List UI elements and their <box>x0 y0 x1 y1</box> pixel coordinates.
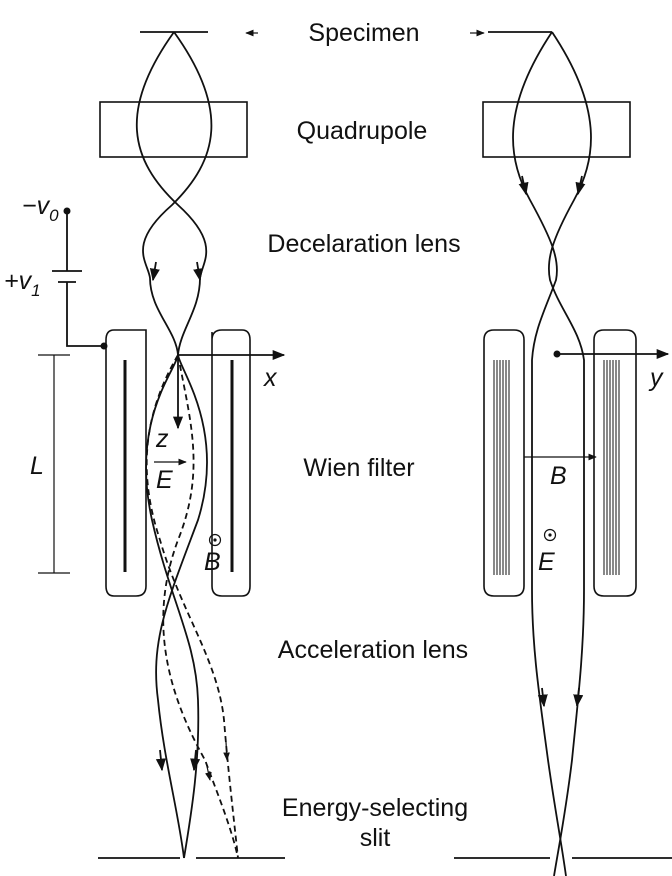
specimen-label: Specimen <box>308 19 419 47</box>
e-field-dot-center-right <box>548 533 552 537</box>
quadrupole-right-box <box>482 101 631 158</box>
left-ray-a <box>135 31 208 859</box>
left-ray-arrow-2 <box>193 261 204 282</box>
quadrupole-label: Quadrupole <box>297 117 428 145</box>
z-axis-label: z <box>155 425 169 453</box>
x-axis-label: x <box>263 364 278 392</box>
right-electrode-left-coil <box>493 360 510 575</box>
right-ray-arrow-2 <box>575 175 586 196</box>
left-dashed-arrow-2 <box>223 741 230 761</box>
right-ray-arrow-1 <box>518 175 529 196</box>
deceleration-lens-label: Decelaration lens <box>267 230 460 258</box>
quadrupole-left-box <box>99 101 248 158</box>
acceleration-lens-label: Acceleration lens <box>278 636 468 664</box>
e-field-dot-symbol-right <box>543 528 557 542</box>
e-field-label-right: E <box>538 548 555 576</box>
left-ray-arrow-4 <box>190 749 201 772</box>
left-dashed-ray-a <box>162 354 239 859</box>
b-field-label-right: B <box>550 462 567 490</box>
b-field-label-left: B <box>204 548 221 576</box>
right-ray-arrow-3 <box>537 687 548 708</box>
v1-label: +v1 <box>4 267 41 300</box>
right-ray-arrow-4 <box>573 687 584 708</box>
wien-filter-label: Wien filter <box>303 454 414 482</box>
left-dashed-ray-b <box>145 354 239 859</box>
left-dashed-arrow-1 <box>205 761 212 781</box>
right-electrode-right <box>593 329 637 597</box>
right-ray-a <box>512 31 567 876</box>
v0-sign: −v0 <box>22 192 59 225</box>
supply-wire-bottom <box>66 282 104 347</box>
left-ray-b <box>142 31 213 859</box>
energy-selecting-label-line2: slit <box>360 824 391 852</box>
right-electrode-left <box>483 329 525 597</box>
right-electrode-right-coil <box>603 360 620 575</box>
energy-selecting-label-line1: Energy-selecting <box>282 794 468 822</box>
length-label: L <box>30 452 44 480</box>
left-electrode-left <box>105 329 147 597</box>
b-field-dot-symbol-left <box>208 533 222 547</box>
e-field-label-left: E <box>156 466 173 494</box>
b-field-dot-center-left <box>213 538 217 542</box>
left-ray-arrow-1 <box>149 261 160 282</box>
left-electrode-right <box>211 329 251 597</box>
left-ray-arrow-3 <box>155 749 166 772</box>
right-ray-b <box>547 31 592 876</box>
y-axis-label: y <box>648 364 664 392</box>
